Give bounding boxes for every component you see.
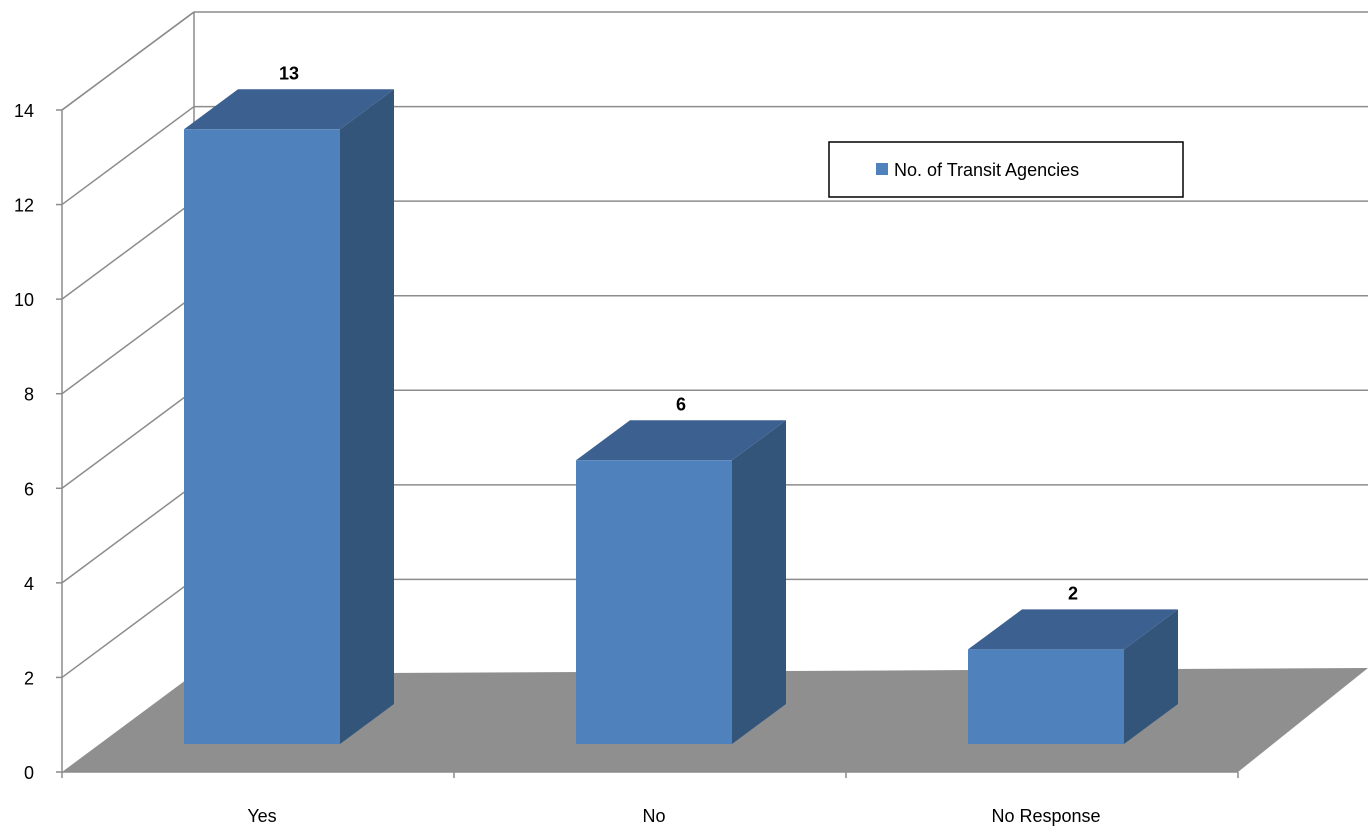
bar-yes [184,129,340,745]
axes [56,109,1239,778]
data-label: 6 [676,394,686,414]
y-tick-label: 4 [24,574,34,594]
x-tick-label: Yes [247,806,276,826]
bar-top [576,420,786,461]
side-gridline [61,11,195,111]
legend: No. of Transit Agencies [828,141,1184,198]
x-tick-label: No Response [991,806,1100,826]
side-gridline [61,484,195,584]
bar-side [732,420,786,744]
bar-side [1124,609,1178,744]
side-gridline [61,578,195,679]
x-tick-label: No [642,806,665,826]
y-tick-label: 10 [14,290,34,310]
y-tick-label: 14 [14,101,34,121]
y-tick-label: 0 [24,763,34,783]
bar-no [576,460,732,744]
y-tick-label: 6 [24,479,34,499]
legend-label: No. of Transit Agencies [894,160,1079,180]
side-gridline [61,105,195,206]
side-gridline [61,200,195,300]
bars [184,89,1178,745]
data-label: 13 [279,63,299,83]
bar-top [184,89,394,130]
legend-swatch [876,163,888,175]
side-gridline [61,389,195,489]
y-tick-label: 2 [24,668,34,688]
bar-side [340,89,394,745]
y-tick-label: 8 [24,385,34,405]
bar-no-response [968,649,1124,744]
side-gridline [61,295,195,395]
labels: 0 2 4 6 8 10 12 14 13 Yes 6 No 2 No Response [14,63,1101,826]
y-tick-label: 12 [14,196,34,216]
data-label: 2 [1068,583,1078,603]
bar-top [968,609,1178,650]
